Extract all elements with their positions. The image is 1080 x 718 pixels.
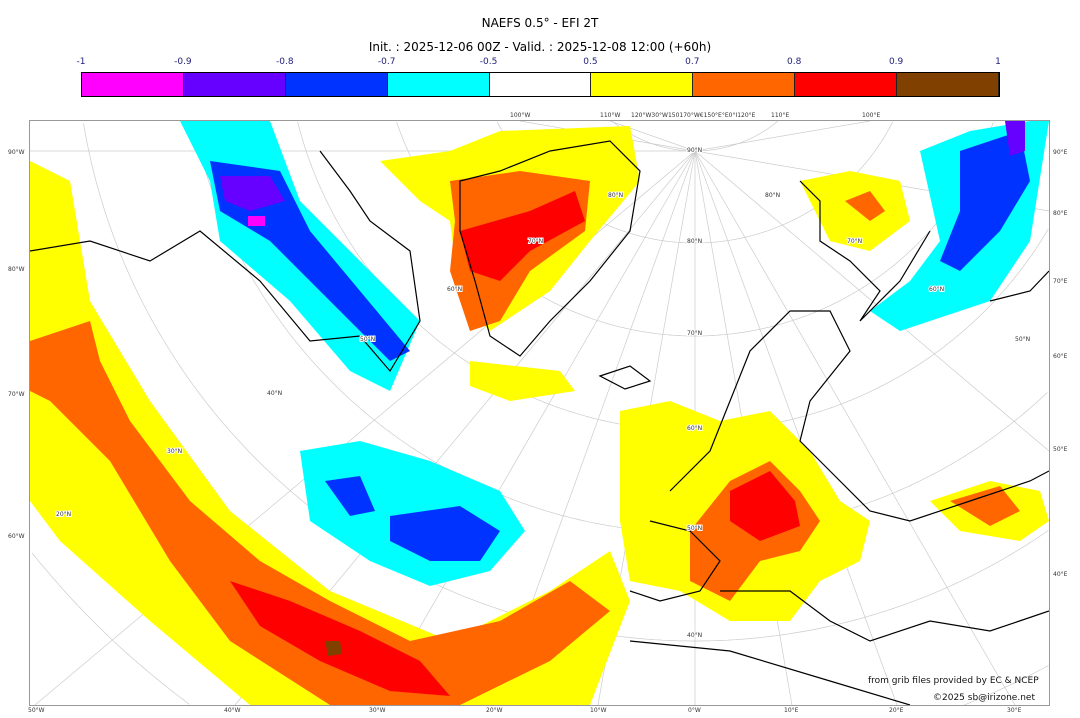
colorbar-bin bbox=[387, 73, 490, 96]
colorbar-tick-label: -1 bbox=[76, 57, 86, 67]
latitude-label: 60°N bbox=[447, 286, 462, 293]
coastlines bbox=[30, 140, 1049, 705]
axis-label-right: 90°E bbox=[1053, 149, 1068, 156]
axis-label-bottom: 10°W bbox=[590, 707, 607, 714]
axis-label-left: 70°W bbox=[8, 391, 25, 398]
latitude-label: 30°N bbox=[167, 448, 182, 455]
latitude-label: 20°N bbox=[56, 511, 71, 518]
colorbar-bin bbox=[897, 73, 1000, 96]
axis-label-right: 80°E bbox=[1053, 210, 1068, 217]
efi-shading bbox=[30, 121, 1049, 705]
latitude-label: 50°N bbox=[360, 336, 375, 343]
axis-label-bottom: 30°W bbox=[369, 707, 386, 714]
latitude-circle bbox=[612, 121, 778, 152]
axis-label-right: 50°E bbox=[1053, 446, 1068, 453]
axis-label-right: 40°E bbox=[1053, 571, 1068, 578]
latitude-label: 50°N bbox=[1015, 336, 1030, 343]
axis-label-top: 100°E bbox=[862, 112, 881, 119]
latitude-labels: 90°N 80°N 70°N 60°N 50°N 40°N 50°N 60°N 70°N 80°N… bbox=[55, 146, 1031, 640]
colorbar-tick-label: -0.5 bbox=[479, 57, 498, 67]
axis-label-right: 70°E bbox=[1053, 278, 1068, 285]
colorbar-bin bbox=[591, 73, 694, 96]
latitude-label: 50°N bbox=[687, 525, 702, 532]
colorbar-bin bbox=[795, 73, 898, 96]
latitude-label: 80°N bbox=[765, 192, 780, 199]
copyright: ©2025 sb@irizone.net bbox=[933, 693, 1035, 703]
axis-label-bottom: 0°W bbox=[688, 707, 701, 714]
axis-label-bottom: 40°W bbox=[224, 707, 241, 714]
colorbar-tick-label: 0.7 bbox=[685, 57, 700, 67]
axis-label-top: 110°E bbox=[771, 112, 790, 119]
axis-label-top: 110°W bbox=[600, 112, 621, 119]
axis-label-right: 60°E bbox=[1053, 353, 1068, 360]
colorbar-tick-label: -0.9 bbox=[174, 57, 192, 67]
colorbar-bin bbox=[693, 73, 796, 96]
latitude-circle bbox=[192, 123, 1048, 534]
latitude-label: 70°N bbox=[847, 238, 862, 245]
latitude-label: 40°N bbox=[267, 390, 282, 397]
axis-label-bottom: 30°E bbox=[1007, 707, 1022, 714]
latitude-circle bbox=[83, 123, 1049, 642]
axis-label-left: 60°W bbox=[8, 533, 25, 540]
latitude-label: 70°N bbox=[528, 238, 543, 245]
source-credit: from grib files provided by EC & NCEP bbox=[868, 676, 1039, 686]
colorbar-bin bbox=[285, 73, 388, 96]
colorbar-bin bbox=[489, 73, 592, 96]
latitude-label: 40°N bbox=[687, 632, 702, 639]
latitude-label: 80°N bbox=[608, 192, 623, 199]
map-area: 90°N 80°N 70°N 60°N 50°N 40°N 50°N 60°N 70°N 80°N… bbox=[29, 120, 1050, 706]
axis-label-bottom: 20°E bbox=[889, 707, 904, 714]
latitude-label: 90°N bbox=[687, 147, 702, 154]
colorbar-bin bbox=[82, 73, 184, 96]
colorbar-tick-label: 0.9 bbox=[888, 57, 904, 67]
latitude-circle bbox=[31, 552, 190, 705]
colorbar-tick-label: -0.8 bbox=[275, 57, 294, 67]
colorbar bbox=[81, 72, 1000, 97]
latitude-label: 70°N bbox=[687, 330, 702, 337]
latitude-label: 60°N bbox=[929, 286, 944, 293]
map-title: NAEFS 0.5° - EFI 2T bbox=[481, 16, 599, 30]
axis-label-left: 90°W bbox=[8, 149, 25, 156]
colorbar-tick-label: -0.7 bbox=[377, 57, 396, 67]
colorbar-tick-label: 0.5 bbox=[583, 57, 598, 67]
axis-label-left: 80°W bbox=[8, 266, 25, 273]
colorbar-bin bbox=[183, 73, 286, 96]
map-subtitle: Init. : 2025-12-06 00Z - Valid. : 2025-1… bbox=[368, 40, 712, 54]
colorbar-tick-label: 1 bbox=[995, 57, 1001, 67]
axis-label-top: 120°W30°W150170°W€150°E°E0°I120°E bbox=[631, 112, 756, 119]
axis-label-bottom: 20°W bbox=[486, 707, 503, 714]
axis-label-bottom: 10°E bbox=[784, 707, 799, 714]
latitude-label: 80°N bbox=[687, 238, 702, 245]
axis-label-top: 100°W bbox=[510, 112, 531, 119]
axis-label-bottom: 50°W bbox=[28, 707, 45, 714]
colorbar-tick-label: 0.8 bbox=[787, 57, 802, 67]
latitude-label: 60°N bbox=[687, 425, 702, 432]
